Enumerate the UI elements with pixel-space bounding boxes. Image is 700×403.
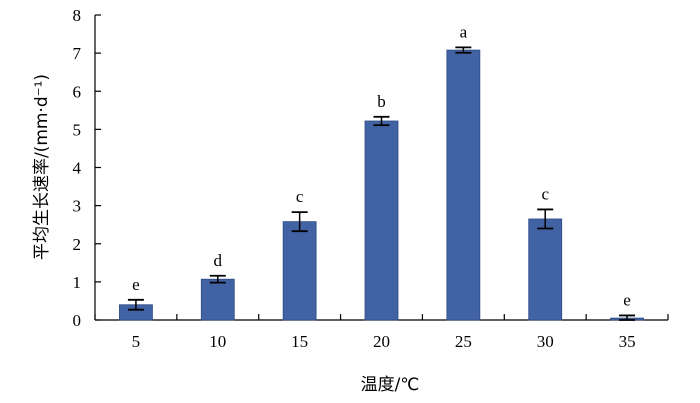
error-bar xyxy=(127,298,144,311)
x-tick-label: 15 xyxy=(291,332,308,351)
bar xyxy=(200,278,235,321)
error-bar xyxy=(209,274,226,284)
y-axis-label: 平均生长速率/(mm·d⁻¹) xyxy=(32,74,52,260)
x-ticks: 5 10 15 20 25 30 35 xyxy=(94,314,669,351)
error-bar xyxy=(537,208,554,230)
error-bar xyxy=(455,46,472,54)
x-axis-label: 温度/℃ xyxy=(361,375,420,395)
error-bars xyxy=(127,46,636,321)
y-tick-label: 2 xyxy=(73,235,82,254)
y-tick-label: 3 xyxy=(73,197,82,216)
significance-letter: b xyxy=(377,92,386,111)
significance-letters: e d c b a c e xyxy=(132,22,631,309)
y-tick-label: 5 xyxy=(73,120,82,139)
x-axis: 5 10 15 20 25 30 35 xyxy=(94,314,669,351)
significance-letter: e xyxy=(623,290,631,309)
x-tick-label: 20 xyxy=(373,332,390,351)
error-bar xyxy=(619,314,636,321)
y-tick-label: 4 xyxy=(73,159,82,178)
y-tick-label: 7 xyxy=(73,44,82,63)
y-ticks: 0 1 2 3 4 5 6 7 8 xyxy=(73,6,101,330)
x-tick-label: 5 xyxy=(132,332,141,351)
bars xyxy=(119,49,644,321)
y-axis: 0 1 2 3 4 5 6 7 8 xyxy=(73,6,101,330)
significance-letter: e xyxy=(132,275,140,294)
x-tick-label: 35 xyxy=(619,332,636,351)
significance-letter: c xyxy=(296,187,304,206)
y-tick-label: 6 xyxy=(73,82,82,101)
x-tick-label: 10 xyxy=(209,332,226,351)
y-tick-label: 8 xyxy=(73,6,82,25)
x-tick-label: 30 xyxy=(537,332,554,351)
bar xyxy=(528,218,563,321)
bar xyxy=(282,221,317,321)
significance-letter: c xyxy=(541,184,549,203)
y-tick-label: 0 xyxy=(73,311,82,330)
error-bar xyxy=(291,211,308,233)
significance-letter: a xyxy=(460,22,468,41)
bar xyxy=(446,49,481,321)
x-tick-label: 25 xyxy=(455,332,472,351)
significance-letter: d xyxy=(214,251,223,270)
y-tick-label: 1 xyxy=(73,273,82,292)
error-bar xyxy=(373,115,390,127)
bar xyxy=(364,120,399,321)
